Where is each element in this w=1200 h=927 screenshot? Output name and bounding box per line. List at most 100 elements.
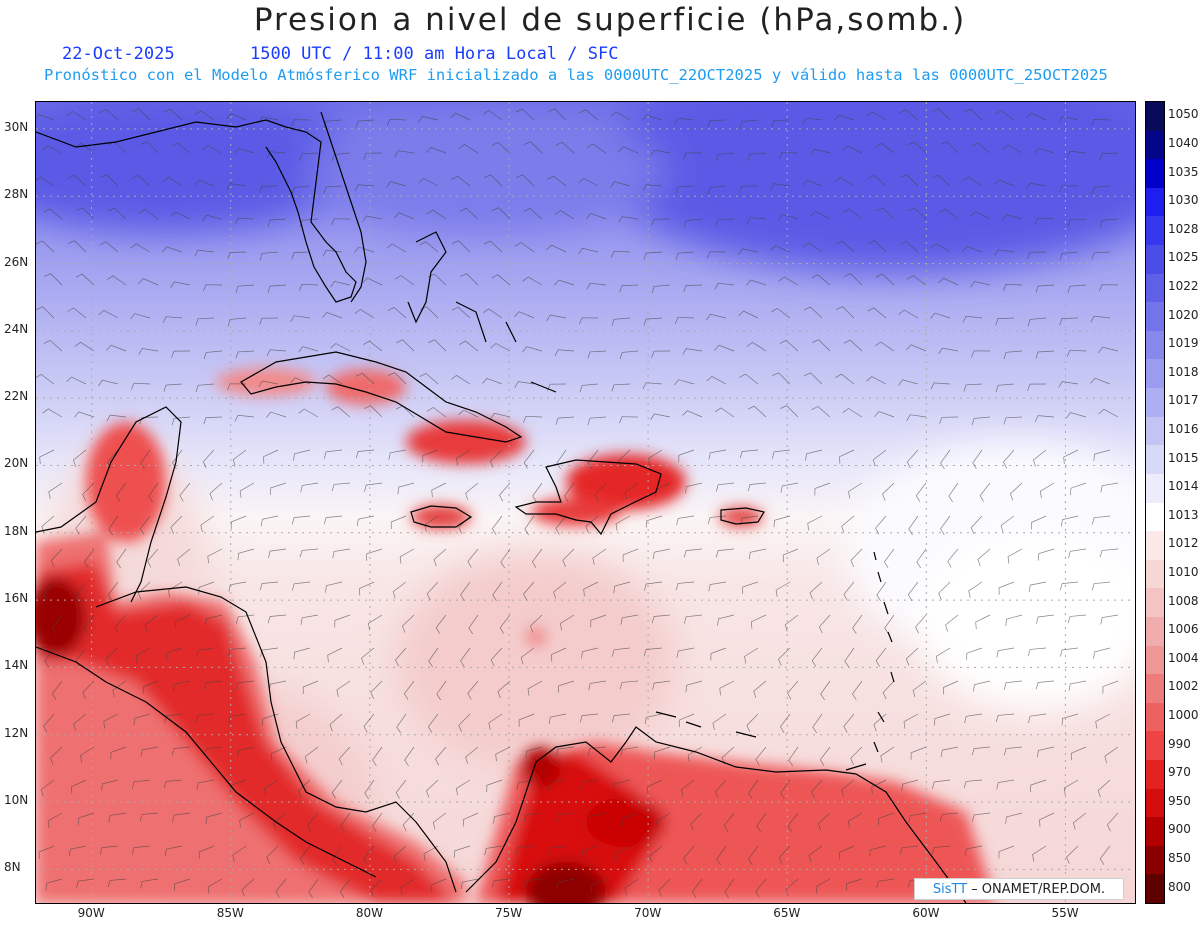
wind-barb [587, 350, 607, 359]
wind-barb [45, 878, 63, 891]
wind-barb [819, 746, 831, 766]
colorbar-segment [1146, 330, 1164, 360]
wind-barb [139, 416, 159, 425]
wind-barb [52, 614, 63, 635]
wind-barb [594, 482, 607, 502]
wind-barb [772, 372, 791, 385]
wind-barb [492, 207, 511, 220]
wind-barb [746, 341, 767, 352]
wind-barb [947, 548, 959, 568]
wind-barb [998, 581, 1015, 595]
wind-barb [930, 243, 951, 253]
wind-barb [738, 248, 759, 256]
wind-barb [1032, 845, 1047, 862]
wind-barb [675, 581, 695, 591]
wind-barb [523, 812, 543, 822]
wind-barb [586, 282, 607, 290]
wind-barb [648, 449, 663, 466]
wind-barb [491, 515, 503, 535]
wind-barb [266, 845, 279, 864]
wind-barb [875, 273, 895, 286]
wind-barb [430, 878, 447, 892]
wind-barb [963, 108, 983, 121]
wind-barb [450, 112, 471, 121]
pressure-map [35, 101, 1136, 904]
colorbar-label: 1035 [1168, 164, 1199, 179]
wind-barb [931, 845, 951, 855]
wind-barb [205, 812, 223, 825]
wind-barb [331, 152, 351, 162]
wind-barb [202, 144, 223, 154]
wind-barb [450, 374, 471, 385]
wind-barb [75, 142, 95, 154]
wind-barb [1002, 284, 1023, 291]
wind-barb [818, 614, 831, 634]
wind-barb [674, 379, 695, 386]
wind-barb [834, 176, 855, 187]
wind-barb [1099, 218, 1119, 228]
wind-barb [226, 113, 247, 121]
wind-barb [259, 185, 279, 193]
venezuela-islands [655, 711, 867, 771]
wind-barb [802, 242, 823, 253]
wind-barb [207, 548, 223, 564]
wind-barb [162, 176, 183, 187]
wind-barb [690, 812, 703, 831]
wind-barb [850, 746, 863, 765]
wind-barb [578, 247, 599, 255]
wind-barb [579, 383, 599, 393]
wind-barb [645, 515, 663, 528]
wind-barb [516, 174, 535, 187]
low-pressure-land [36, 368, 996, 903]
wind-barb [590, 614, 607, 628]
wind-barb [515, 845, 535, 855]
wind-barb [432, 812, 447, 830]
wind-barb [106, 344, 127, 352]
wind-barb [179, 482, 191, 502]
wind-barb [719, 680, 735, 696]
wind-barb [871, 779, 887, 795]
wind-barb [404, 746, 415, 767]
wind-barb [329, 713, 343, 732]
wind-barb [266, 411, 287, 418]
wind-barb [263, 449, 279, 464]
wind-barb [611, 713, 631, 723]
wind-barb [300, 482, 319, 493]
wind-barb [43, 208, 63, 220]
wind-barb [852, 680, 863, 700]
wind-barb [996, 779, 1015, 790]
wind-barb [388, 372, 407, 385]
wind-barb [683, 845, 695, 865]
wind-barb [133, 713, 151, 726]
wind-barb [787, 812, 799, 832]
wind-barb [260, 515, 279, 527]
wind-barb [147, 548, 159, 568]
wind-barb [586, 143, 607, 154]
wind-barb [531, 548, 543, 568]
wind-barb [460, 878, 479, 890]
wind-barb [298, 283, 319, 291]
wind-barb [1067, 218, 1087, 227]
wind-barb [195, 383, 215, 393]
wind-barb [756, 812, 767, 833]
wind-barb [619, 284, 639, 293]
wind-barb [490, 647, 503, 667]
colorbar-label: 1013 [1168, 507, 1199, 522]
wind-barb [723, 812, 735, 832]
wind-barb [273, 812, 287, 830]
wind-barb [780, 779, 791, 800]
wind-barb [1061, 515, 1079, 527]
wind-barb [899, 241, 919, 253]
wind-barb [876, 207, 895, 220]
wind-barb [484, 174, 503, 187]
wind-barb [1102, 680, 1119, 694]
wind-barb [771, 449, 791, 459]
wind-barb [425, 779, 439, 798]
wind-barb [463, 812, 479, 827]
lon-tick-label: 60W [912, 906, 940, 920]
wind-barb [683, 152, 703, 160]
wind-barb [232, 449, 247, 467]
colorbar-label: 1017 [1168, 393, 1199, 408]
wind-barb [972, 812, 991, 822]
wind-barb [963, 383, 983, 392]
